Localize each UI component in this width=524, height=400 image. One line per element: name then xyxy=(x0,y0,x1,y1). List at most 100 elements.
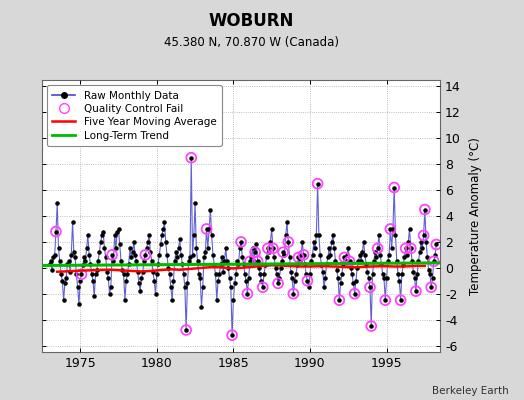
Point xyxy=(112,245,120,252)
Point xyxy=(182,327,190,333)
Point xyxy=(242,278,250,284)
Point xyxy=(222,245,230,252)
Point xyxy=(190,232,198,239)
Point xyxy=(346,265,355,271)
Point xyxy=(166,271,174,278)
Point xyxy=(186,254,194,261)
Point xyxy=(134,268,142,275)
Point xyxy=(211,271,220,278)
Point xyxy=(302,271,310,278)
Point xyxy=(354,258,363,264)
Point xyxy=(356,252,364,258)
Point xyxy=(258,284,267,290)
Point xyxy=(400,254,409,261)
Point xyxy=(54,245,63,252)
Point xyxy=(195,271,203,278)
Point xyxy=(326,252,335,258)
Point xyxy=(430,258,438,264)
Point xyxy=(312,232,321,239)
Point xyxy=(367,323,375,329)
Point xyxy=(254,258,262,264)
Point xyxy=(353,265,362,271)
Point xyxy=(426,271,434,278)
Point xyxy=(339,261,347,267)
Point xyxy=(329,232,337,239)
Point xyxy=(269,245,277,252)
Point xyxy=(294,254,303,261)
Point xyxy=(48,267,56,274)
Point xyxy=(261,262,269,268)
Point xyxy=(154,261,162,267)
Point xyxy=(432,241,441,248)
Point xyxy=(173,254,181,261)
Point xyxy=(199,284,207,290)
Point xyxy=(201,249,210,256)
Point xyxy=(430,258,438,264)
Point xyxy=(152,271,161,278)
Point xyxy=(297,252,305,258)
Point xyxy=(271,265,280,271)
Point xyxy=(239,261,248,267)
Point xyxy=(280,252,289,258)
Point xyxy=(93,267,101,274)
Point xyxy=(325,245,333,252)
Point xyxy=(176,236,184,242)
Point xyxy=(274,280,282,286)
Point xyxy=(386,226,395,232)
Point xyxy=(184,258,193,264)
Point xyxy=(404,239,412,245)
Point xyxy=(193,258,202,264)
Point xyxy=(137,275,146,281)
Point xyxy=(387,245,396,252)
Point xyxy=(284,239,292,245)
Point xyxy=(202,226,211,232)
Point xyxy=(367,323,375,329)
Point xyxy=(267,226,276,232)
Point xyxy=(121,297,129,303)
Point xyxy=(228,332,236,338)
Point xyxy=(147,258,156,264)
Point xyxy=(225,275,234,281)
Point xyxy=(105,290,114,297)
Point xyxy=(408,258,416,264)
Point xyxy=(53,200,61,206)
Point xyxy=(287,268,295,275)
Point xyxy=(277,265,285,271)
Point xyxy=(410,275,419,281)
Point xyxy=(237,239,245,245)
Point xyxy=(279,249,287,256)
Point xyxy=(317,262,325,268)
Point xyxy=(422,239,430,245)
Point xyxy=(357,258,365,264)
Point xyxy=(414,258,423,264)
Point xyxy=(200,254,208,261)
Point xyxy=(303,278,312,284)
Point xyxy=(215,271,224,278)
Point xyxy=(417,239,425,245)
Point xyxy=(223,258,231,264)
Point xyxy=(419,232,428,239)
Point xyxy=(68,219,77,226)
Point xyxy=(167,284,175,290)
Point xyxy=(99,228,107,235)
Point xyxy=(72,271,81,278)
Point xyxy=(246,258,254,264)
Point xyxy=(362,261,370,267)
Point xyxy=(220,258,228,264)
Point xyxy=(76,278,84,284)
Point xyxy=(264,245,272,252)
Point xyxy=(246,258,254,264)
Point xyxy=(160,219,169,226)
Point xyxy=(129,239,138,245)
Point xyxy=(170,258,179,264)
Point xyxy=(141,252,149,258)
Point xyxy=(272,271,281,278)
Point xyxy=(385,252,394,258)
Point xyxy=(157,241,165,248)
Point xyxy=(182,327,190,333)
Point xyxy=(432,241,441,248)
Point xyxy=(90,293,99,300)
Point xyxy=(358,249,366,256)
Point xyxy=(96,239,105,245)
Point xyxy=(144,239,152,245)
